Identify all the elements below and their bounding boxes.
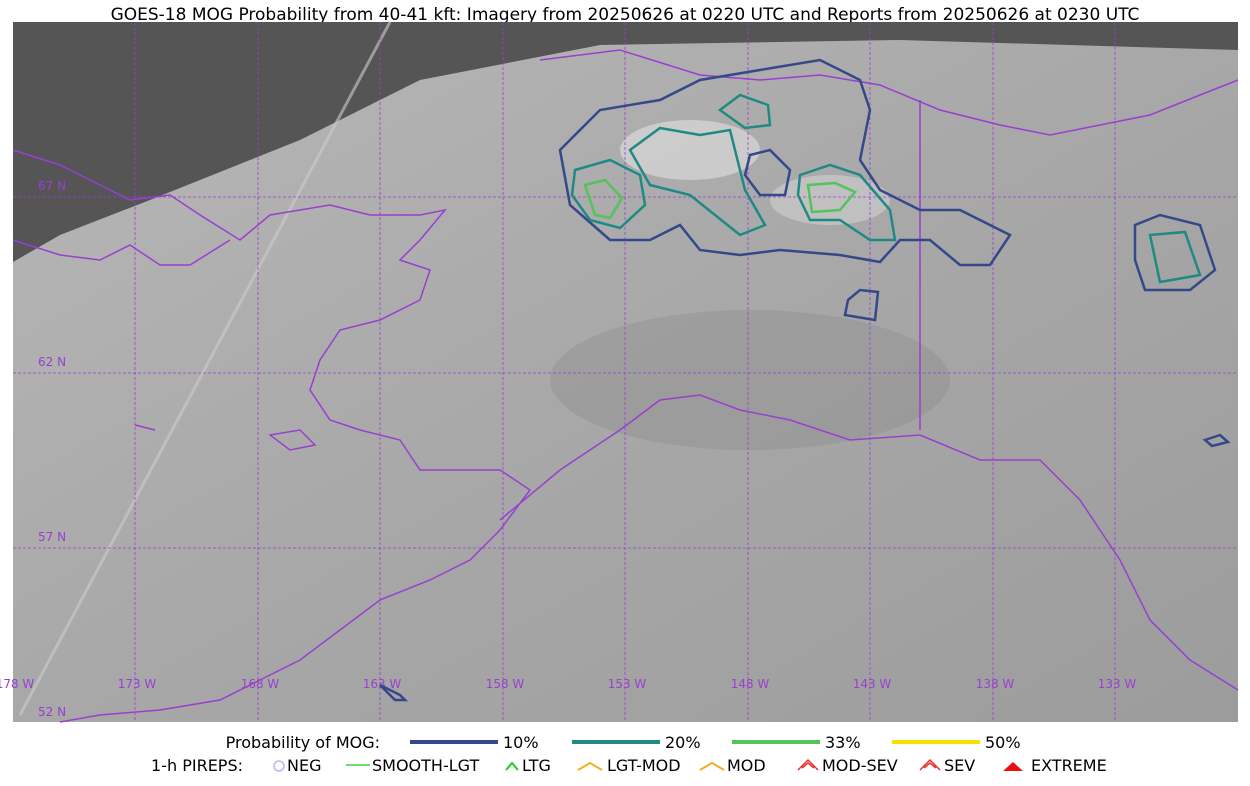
latitude-label: 52 N [38, 705, 66, 719]
legend-label: LTG [522, 756, 551, 775]
legend-label: SMOOTH-LGT [372, 756, 479, 775]
longitude-label: 148 W [731, 677, 770, 691]
legend: Probability of MOG: 10% 20% 33% 50% 1-h PIREP… [151, 733, 1107, 775]
legend-label: EXTREME [1031, 756, 1107, 775]
title: GOES-18 MOG Probability from 40-41 kft: … [111, 5, 1140, 25]
longitude-label: 163 W [363, 677, 402, 691]
contour-33 [806, 181, 858, 214]
coastline [12, 49, 1239, 723]
legend-icon [919, 758, 941, 771]
graticule: 67 N 62 N 57 N 52 N 178 W 173 W 168 W 163 W 158 … [0, 22, 1238, 722]
contour-20 [570, 158, 647, 230]
longitude-label: 168 W [241, 677, 280, 691]
contour-20 [796, 163, 897, 242]
longitude-label: 153 W [608, 677, 647, 691]
legend-label: MOD [727, 756, 766, 775]
contour-10 [1133, 213, 1217, 292]
contour-20 [628, 126, 767, 237]
legend-icon [273, 760, 285, 772]
contour-10 [379, 683, 409, 702]
contours [379, 58, 1231, 702]
map: 67 N 62 N 57 N 52 N 178 W 173 W 168 W 163 W 158 … [0, 21, 1239, 723]
legend-icon [505, 761, 519, 771]
longitude-label: 178 W [0, 677, 34, 691]
legend-heading: Probability of MOG: [226, 733, 380, 752]
latitude-label: 67 N [38, 179, 66, 193]
legend-icon [1003, 762, 1023, 771]
contour-10 [1202, 433, 1231, 448]
legend-label: SEV [944, 756, 975, 775]
legend-label: 33% [825, 733, 861, 752]
latitude-label: 62 N [38, 355, 66, 369]
legend-heading: 1-h PIREPS: [151, 756, 243, 775]
latitude-label: 57 N [38, 530, 66, 544]
longitude-label: 133 W [1098, 677, 1137, 691]
legend-label: 50% [985, 733, 1021, 752]
cloud [620, 120, 760, 180]
longitude-label: 138 W [976, 677, 1015, 691]
no-data-area [13, 22, 1238, 262]
longitude-label: 173 W [118, 677, 157, 691]
contour-33 [583, 178, 624, 220]
legend-label: 20% [665, 733, 701, 752]
contour-10 [743, 148, 792, 197]
artifact [18, 21, 392, 716]
legend-icon [797, 758, 819, 771]
contour-20 [1148, 230, 1202, 284]
contour-10 [843, 288, 880, 322]
cloud [550, 310, 950, 450]
contour-20 [717, 93, 772, 130]
legend-label: LGT-MOD [607, 756, 681, 775]
legend-label: 10% [503, 733, 539, 752]
legend-label: NEG [287, 756, 321, 775]
legend-icon [577, 761, 603, 771]
longitude-label: 158 W [486, 677, 525, 691]
legend-label: MOD-SEV [822, 756, 898, 775]
longitude-label: 143 W [853, 677, 892, 691]
legend-icon [699, 761, 725, 771]
contour-10 [558, 58, 1012, 267]
